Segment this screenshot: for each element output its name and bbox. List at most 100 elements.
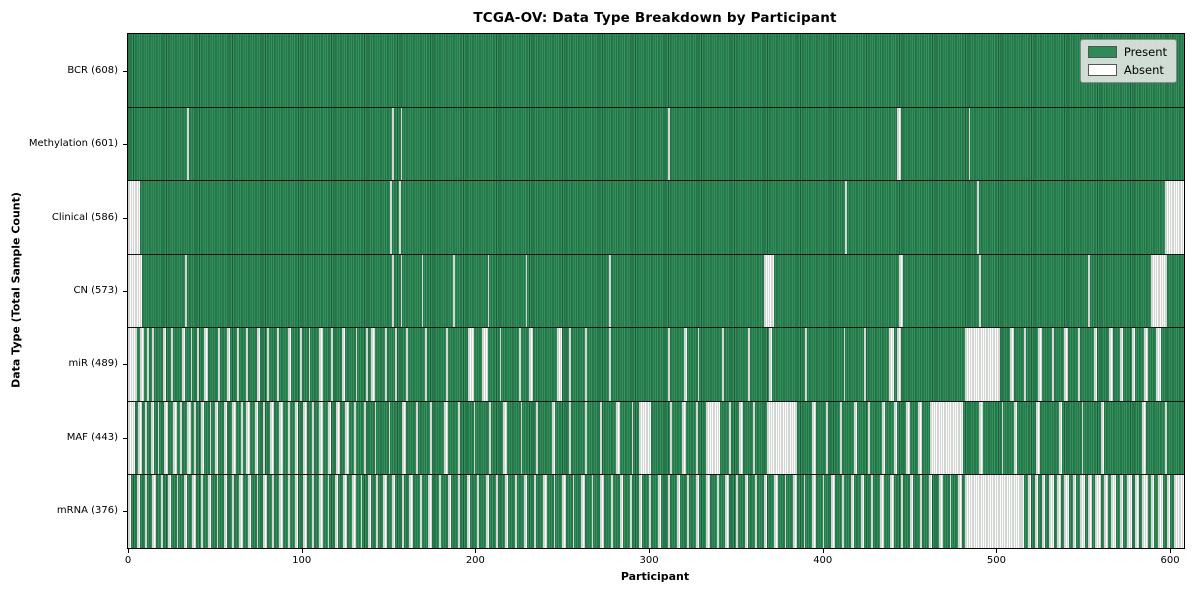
absent-stripe [840,401,842,475]
y-tick-label-methylation: Methylation (601) [28,138,118,150]
row-separator [128,253,1184,255]
absent-stripe [826,401,828,475]
absent-stripe [1072,474,1077,548]
absent-stripe [524,474,528,548]
absent-stripe [553,474,556,548]
absent-stripe [557,327,563,402]
absent-stripe [1093,327,1098,402]
x-tick-mark [822,549,824,553]
absent-stripe [152,327,155,402]
absent-stripe [958,474,962,548]
absent-stripe [1041,474,1046,548]
absent-stripe [247,474,252,548]
absent-stripe [899,254,903,328]
absent-stripe [1081,401,1084,475]
absent-stripe [161,474,163,548]
absent-stripe [409,474,413,548]
absent-stripe [279,474,283,548]
x-tick-mark [649,549,651,553]
y-tick-mark [123,144,127,146]
absent-stripe [1142,401,1146,475]
absent-stripe [725,474,729,548]
absent-stripe [695,474,700,548]
absent-stripe [438,474,441,548]
absent-stripe [452,254,455,328]
chart-title: TCGA-OV: Data Type Breakdown by Particip… [473,10,837,26]
absent-stripe [584,401,587,475]
absent-stripe [584,327,587,402]
absent-stripe [1027,474,1032,548]
absent-stripe [200,474,203,548]
absent-stripe [128,254,142,328]
x-tick-label-500: 500 [986,555,1006,566]
absent-stripe [616,401,620,475]
absent-stripe [256,474,259,548]
absent-stripe [753,401,755,475]
absent-stripe [881,401,886,475]
absent-stripe [706,401,721,475]
absent-stripe [968,107,971,181]
absent-stripe [367,474,372,548]
absent-stripe [631,401,634,475]
absent-stripe [136,474,141,548]
absent-stripe [294,474,299,548]
y-tick-mark [123,217,127,219]
y-tick-label-cn: CN (573) [73,285,118,296]
absent-stripe [683,327,688,402]
absent-stripe [939,474,943,548]
absent-stripe [668,474,670,548]
absent-stripe [1111,474,1117,548]
absent-stripe [254,401,259,475]
absent-stripe [897,327,901,402]
absent-stripe [312,401,314,475]
absent-stripe [1100,401,1105,475]
absent-stripe [805,327,808,402]
absent-stripe [185,254,188,328]
absent-stripe [767,401,797,475]
absent-stripe [299,327,302,402]
absent-stripe [152,474,156,548]
absent-stripe [128,474,132,548]
absent-stripe [1109,327,1113,402]
absent-stripe [430,401,432,475]
absent-stripe [428,474,432,548]
x-tick-mark [128,549,129,553]
absent-stripe [600,474,604,548]
absent-stripe [1024,327,1026,402]
absent-stripe [888,327,894,402]
absent-stripe [728,401,731,475]
absent-stripe [676,474,681,548]
absent-stripe [194,401,196,475]
absent-stripe [918,401,922,475]
y-tick-label-maf: MAF (443) [66,431,118,443]
row-cn [128,254,1184,328]
absent-stripe [965,474,1021,548]
absent-stripe [294,401,299,475]
y-tick-label-clinical: Clinical (586) [51,211,118,223]
absent-stripe [239,474,243,548]
absent-stripe [1064,327,1068,402]
absent-stripe [145,401,148,475]
absent-stripe [536,401,538,475]
absent-stripe [232,474,234,548]
absent-stripe [1088,254,1091,328]
absent-stripe [629,474,632,548]
absent-stripe [167,474,172,548]
absent-stripe [392,474,396,548]
absent-stripe [176,474,179,548]
absent-stripe [1104,474,1108,548]
absent-stripe [390,180,392,255]
absent-stripe [965,327,1000,402]
row-separator [128,474,1184,476]
absent-stripe [850,474,854,548]
absent-stripe [529,327,533,402]
row-mrna [128,474,1184,548]
absent-stripe [395,327,398,402]
absent-stripe [145,474,148,548]
legend-label-absent: Absent [1123,63,1164,77]
absent-stripe [928,474,933,548]
absent-stripe [319,474,323,548]
absent-stripe [930,401,964,475]
absent-stripe [1013,401,1018,475]
